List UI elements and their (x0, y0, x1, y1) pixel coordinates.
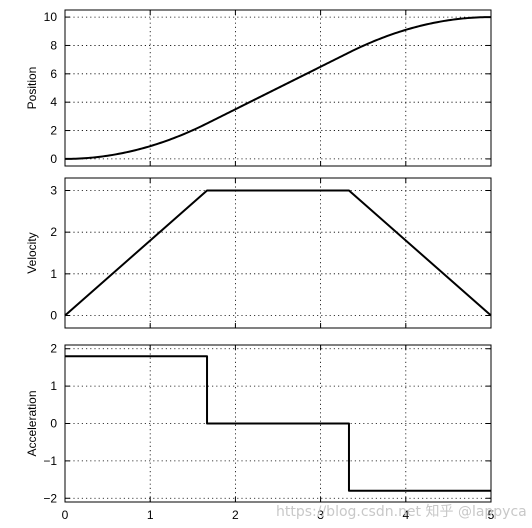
y-axis-label: Position (25, 67, 39, 110)
y-tick-label: −1 (43, 454, 57, 468)
series-line-velocity (64, 189, 492, 317)
y-tick-label: 2 (50, 124, 57, 138)
y-tick-label: 1 (50, 267, 57, 281)
x-tick-label: 3 (317, 508, 324, 522)
y-tick-label: 8 (50, 38, 57, 52)
y-tick-label: 0 (50, 417, 57, 431)
x-tick-label: 5 (488, 508, 495, 522)
y-tick-label: 0 (50, 152, 57, 166)
y-tick-label: 1 (50, 379, 57, 393)
panel-position: 0 2 4 6 8 10 Position (25, 9, 492, 167)
y-tick-label: 6 (50, 67, 57, 81)
plot-frame (64, 9, 492, 167)
y-axis-label: Acceleration (25, 390, 39, 456)
panel-velocity: 0 1 2 3 Velocity (25, 177, 492, 329)
y-tick-label: −2 (43, 491, 57, 505)
x-tick-label: 0 (62, 508, 69, 522)
y-tick-label: 0 (50, 309, 57, 323)
plot-frame (64, 177, 492, 329)
y-tick-label: 3 (50, 184, 57, 198)
y-tick-label: 2 (50, 342, 57, 356)
y-axis-label: Velocity (25, 232, 39, 273)
series-line-position (64, 16, 492, 160)
y-tick-label: 4 (50, 95, 57, 109)
y-tick-label: 2 (50, 225, 57, 239)
panel-acceleration: 0 1 2 3 4 5 −2 −1 0 1 2 Acceleration (25, 342, 495, 522)
x-tick-label: 2 (232, 508, 239, 522)
watermark-text: https://blog.csdn.net 知乎 @lappyca (276, 503, 527, 520)
x-tick-label: 4 (402, 508, 409, 522)
x-tick-label: 1 (147, 508, 154, 522)
y-tick-label: 10 (44, 10, 58, 24)
series-line-acceleration (65, 355, 491, 492)
